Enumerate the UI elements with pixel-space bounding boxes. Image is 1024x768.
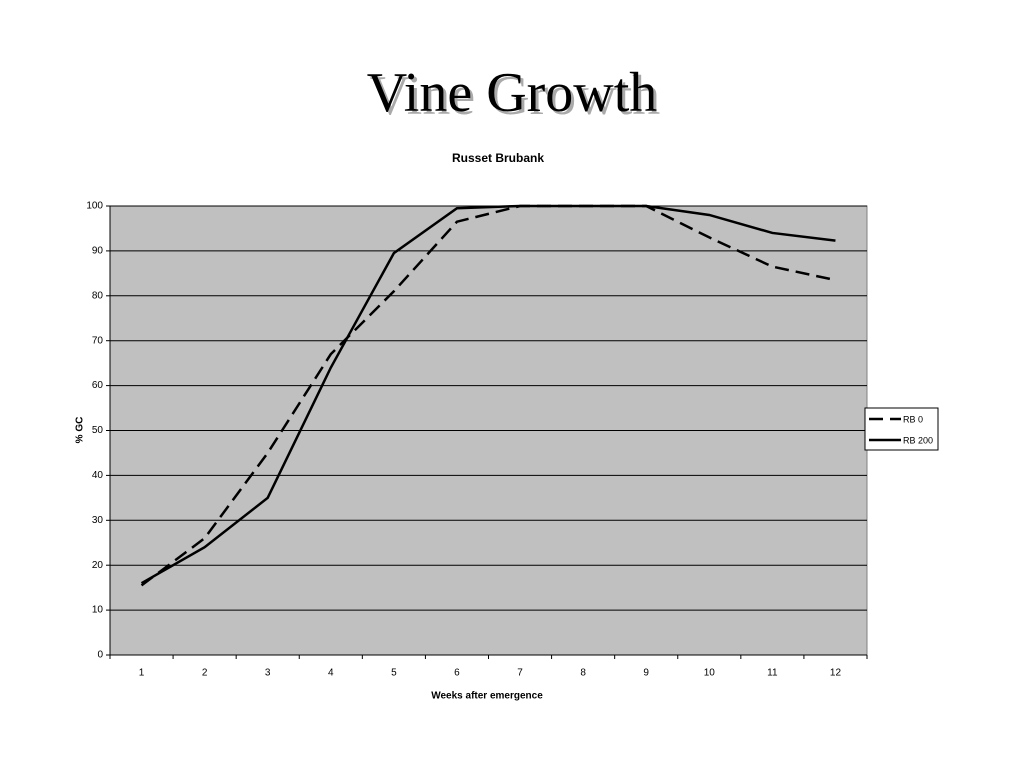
y-tick-label: 90 <box>92 246 104 257</box>
x-tick-label: 8 <box>580 668 586 679</box>
series-line <box>140 204 836 587</box>
y-tick-label: 10 <box>92 605 104 616</box>
legend-box <box>864 407 939 451</box>
y-tick-label: 60 <box>92 380 104 391</box>
x-tick-label: 1 <box>139 668 145 679</box>
x-tick-label: 4 <box>328 668 334 679</box>
legend-label: RB 200 <box>903 435 933 445</box>
y-tick-label: 70 <box>92 335 104 346</box>
x-tick-label: 10 <box>704 668 716 679</box>
y-tick-label: 100 <box>86 201 103 212</box>
x-tick-label: 9 <box>643 668 649 679</box>
x-axis-label: Weeks after emergence <box>431 691 543 702</box>
chart-title: Russet Brubank <box>452 151 544 165</box>
x-tick-label: 2 <box>202 668 208 679</box>
y-tick-label: 30 <box>92 515 104 526</box>
x-tick-label: 6 <box>454 668 460 679</box>
y-axis-label: % GC <box>75 417 86 444</box>
legend-label: RB 0 <box>903 414 923 424</box>
x-tick-label: 11 <box>767 668 778 679</box>
slide-title-shadow: Vine Growth <box>370 65 661 127</box>
y-tick-label: 20 <box>92 560 104 571</box>
x-tick-label: 7 <box>517 668 523 679</box>
x-tick-label: 12 <box>830 668 842 679</box>
x-tick-label: 3 <box>265 668 271 679</box>
x-tick-label: 5 <box>391 668 397 679</box>
slide-title: Vine Growth <box>367 62 658 124</box>
y-tick-label: 50 <box>92 425 104 436</box>
y-tick-label: 80 <box>92 290 104 301</box>
y-tick-label: 0 <box>97 650 103 661</box>
series-line <box>140 204 836 585</box>
y-tick-label: 40 <box>92 470 104 481</box>
